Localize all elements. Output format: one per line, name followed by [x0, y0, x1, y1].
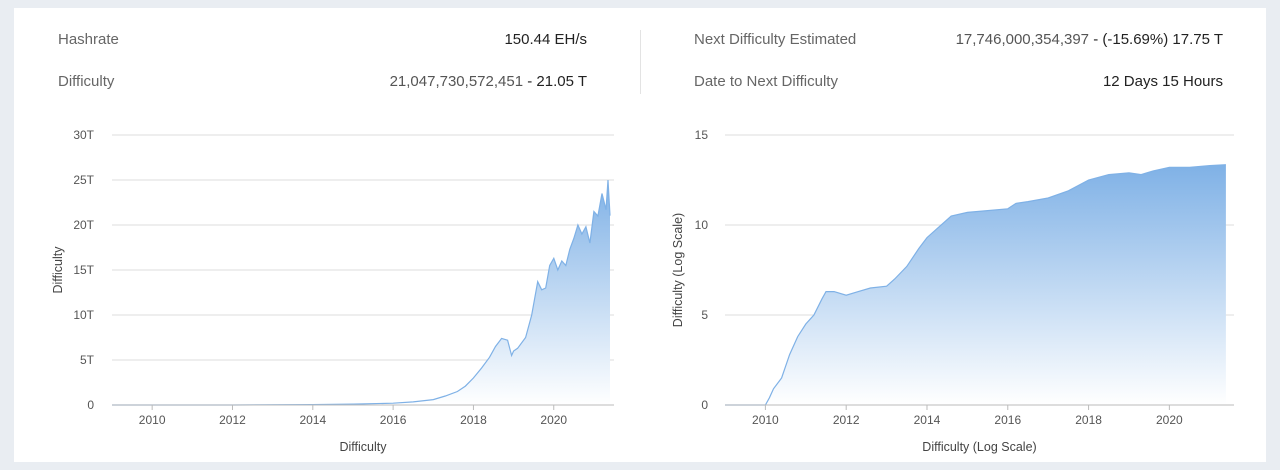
difficulty-label: Difficulty: [58, 73, 115, 90]
x-tick-label: 2012: [219, 413, 246, 427]
series-area: [725, 164, 1226, 405]
x-tick-label: 2014: [914, 413, 941, 427]
next-difficulty-value-separator: -: [1089, 31, 1103, 48]
y-tick-label: 10T: [73, 308, 94, 322]
x-tick-label: 2010: [139, 413, 166, 427]
difficulty-row: Difficulty 21,047,730,572,451 - 21.05 T: [58, 67, 587, 97]
difficulty-value-short: 21.05 T: [536, 73, 587, 90]
series-line: [725, 164, 1226, 406]
x-tick-label: 2020: [1156, 413, 1183, 427]
y-tick-label: 15T: [73, 263, 94, 277]
x-tick-label: 2014: [299, 413, 326, 427]
series-line: [112, 179, 611, 406]
next-difficulty-value-full: 17,746,000,354,397: [955, 31, 1090, 48]
y-axis-title: Difficulty: [51, 246, 65, 294]
y-tick-label: 5: [701, 308, 708, 322]
hashrate-label: Hashrate: [58, 31, 119, 48]
x-tick-label: 2012: [833, 413, 860, 427]
y-tick-label: 25T: [73, 173, 94, 187]
y-axis-title: Difficulty (Log Scale): [671, 213, 685, 327]
date-to-next-row: Date to Next Difficulty 12 Days 15 Hours: [694, 67, 1223, 97]
x-tick-label: 2018: [460, 413, 487, 427]
y-tick-label: 0: [701, 398, 708, 412]
y-tick-label: 0: [87, 398, 94, 412]
next-difficulty-value: 17,746,000,354,397 - (-15.69%) 17.75 T: [956, 25, 1223, 55]
y-tick-label: 20T: [73, 218, 94, 232]
difficulty-value: 21,047,730,572,451 - 21.05 T: [390, 67, 587, 97]
next-difficulty-change: (-15.69%) 17.75 T: [1102, 31, 1223, 48]
difficulty-value-full: 21,047,730,572,451: [389, 73, 524, 90]
date-to-next-value: 12 Days 15 Hours: [1102, 73, 1223, 90]
y-tick-label: 15: [695, 128, 709, 142]
x-tick-label: 2020: [540, 413, 567, 427]
x-tick-label: 2010: [752, 413, 779, 427]
x-tick-label: 2016: [994, 413, 1021, 427]
y-tick-label: 5T: [80, 353, 95, 367]
x-axis-title: Difficulty (Log Scale): [922, 440, 1036, 454]
x-axis-title: Difficulty: [339, 440, 387, 454]
x-tick-label: 2016: [380, 413, 407, 427]
series-area: [112, 180, 610, 405]
stats-divider: [640, 30, 641, 94]
date-to-next-label: Date to Next Difficulty: [694, 73, 838, 90]
next-difficulty-row: Next Difficulty Estimated 17,746,000,354…: [694, 25, 1223, 55]
next-difficulty-label: Next Difficulty Estimated: [694, 31, 857, 48]
hashrate-row: Hashrate 150.44 EH/s: [58, 25, 587, 55]
hashrate-value: 150.44 EH/s: [504, 31, 587, 48]
y-tick-label: 10: [695, 218, 709, 232]
difficulty-value-separator: -: [523, 73, 537, 90]
y-tick-label: 30T: [73, 128, 94, 142]
x-tick-label: 2018: [1075, 413, 1102, 427]
